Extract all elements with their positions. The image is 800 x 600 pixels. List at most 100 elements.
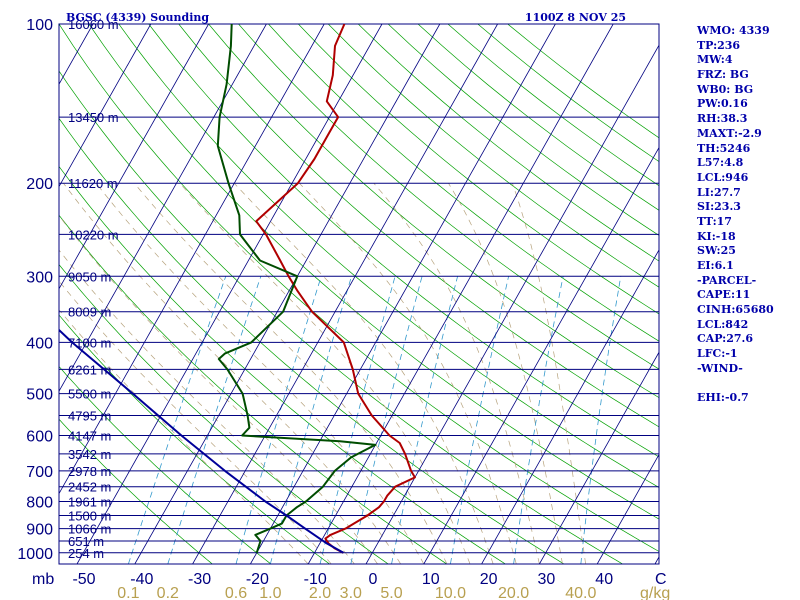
height-label: 1961 m [68, 495, 111, 510]
axis-label-layer: 0.1 0.2 0.6 1.0 2.0 3.0 5.0 10.0 20.0 40.01002003… [17, 17, 613, 600]
index-item: TP:236 [697, 38, 741, 52]
pressure-tick-label: 300 [26, 269, 53, 286]
height-label: 7100 m [68, 335, 111, 350]
moist-adiabat [299, 182, 517, 564]
isotherm [423, 146, 659, 564]
mixing-ratio-line [391, 276, 458, 564]
moist-adiabat [59, 280, 332, 564]
isotherm [539, 351, 659, 564]
index-item: -WIND- [697, 361, 743, 375]
isotherm [59, 24, 267, 393]
index-item: EI:6.1 [697, 259, 734, 272]
parcel-path-line [59, 328, 344, 554]
height-label: 13450 m [68, 110, 119, 125]
height-label: 1500 m [68, 509, 111, 524]
index-item: MW:4 [697, 53, 733, 67]
moist-adiabat [512, 183, 586, 564]
temperature-tick-label: 20 [480, 571, 498, 588]
isotherm [76, 24, 383, 564]
height-label: 6261 m [68, 362, 111, 377]
height-label: 11620 m [68, 176, 118, 191]
dry-adiabat [88, 24, 659, 520]
mixing-ratio-tick-label: 1.0 [259, 585, 281, 600]
temperature-tick-label: 30 [538, 571, 556, 588]
index-item: PW:0.16 [697, 97, 748, 111]
dry-adiabat [59, 365, 272, 564]
index-item: TT:17 [697, 214, 732, 228]
height-label: 2978 m [68, 464, 111, 479]
mixing-ratio-tick-label: 40.0 [565, 585, 596, 600]
dry-adiabat [59, 418, 213, 564]
moist-adiabat [233, 182, 494, 564]
height-label: 4147 m [68, 429, 111, 444]
index-item: LI:27.7 [697, 185, 741, 199]
pressure-tick-label: 900 [26, 522, 53, 539]
mixing-ratio-line [580, 276, 622, 564]
isotherm [59, 24, 152, 188]
mixing-ratio-tick-label: 0.1 [117, 585, 139, 600]
dry-adiabat [178, 24, 659, 428]
dry-adiabat [59, 24, 659, 552]
dry-adiabat [148, 24, 659, 458]
moist-adiabat [95, 182, 425, 564]
mixing-ratio-line [235, 276, 322, 564]
index-panel: WMO: 4339 TP:236 MW:4 FRZ: BG WB0: BG PW:0.16… [697, 24, 797, 406]
mixing-ratio-line [128, 276, 227, 564]
temperature-tick-label: 10 [422, 571, 440, 588]
height-label: 4795 m [68, 409, 111, 424]
moist-adiabat [59, 309, 309, 564]
index-item: TH:5246 [697, 141, 751, 155]
dry-adiabat [59, 165, 506, 564]
index-item: EHI:-0.7 [697, 391, 749, 405]
mixing-ratio-line [270, 276, 352, 564]
index-item: CAPE:11 [697, 288, 751, 302]
isotherm [250, 24, 556, 564]
index-item: -PARCEL- [697, 273, 757, 287]
index-item: CINH:65680 [697, 303, 774, 317]
isotherm [59, 24, 325, 495]
height-label-layer: 16060 m 13450 m 11620 m 10220 m 9050 m 8009 m… [68, 17, 119, 561]
pressure-tick-label: 500 [26, 387, 53, 404]
index-item: L57:4.8 [697, 156, 744, 170]
mixing-ratio-tick-label: 20.0 [498, 585, 529, 600]
mixing-ratio-line [350, 276, 423, 564]
mixing-ratio-tick-label: 0.2 [157, 585, 179, 600]
height-label: 8009 m [68, 305, 111, 320]
height-label: 5500 m [68, 387, 111, 402]
mixing-ratio-tick-label: 3.0 [340, 585, 362, 600]
valid-time: 1100Z 8 NOV 25 [525, 11, 626, 24]
temperature-tick-label: 0 [369, 571, 378, 588]
temperature-tick-label: -50 [72, 571, 95, 588]
profile-layer [59, 24, 416, 554]
height-label: 3542 m [68, 447, 111, 462]
mixing-ratio-tick-label: 2.0 [309, 585, 331, 600]
height-label: 1066 m [68, 522, 111, 537]
dry-adiabat [327, 24, 659, 288]
height-label: 10220 m [68, 227, 119, 242]
isotherm [481, 249, 659, 564]
isotherm [59, 24, 209, 290]
height-label: 2452 m [68, 480, 111, 495]
isobar-layer [58, 23, 660, 565]
index-item [697, 377, 797, 392]
dry-adiabat [298, 24, 659, 315]
dewpoint-line [216, 24, 377, 554]
temperature-line [255, 24, 416, 554]
moist-adiabat [448, 183, 563, 564]
height-label: 9050 m [68, 269, 111, 284]
index-item: SW:25 [697, 244, 736, 258]
temperature-tick-label: -20 [246, 571, 269, 588]
dry-adiabat [357, 24, 659, 262]
pressure-tick-label: 200 [26, 176, 53, 193]
index-item: LCL:842 [697, 317, 749, 331]
temperature-tick-label: 40 [595, 571, 613, 588]
isotherm [192, 24, 498, 564]
pressure-tick-label: 1000 [17, 546, 53, 563]
mixing-ratio-tick-label: 0.6 [225, 585, 247, 600]
index-item: SI:23.3 [697, 200, 741, 214]
index-item: LFC:-1 [697, 347, 738, 361]
dry-adiabat [208, 24, 659, 399]
dry-adiabat [118, 24, 659, 488]
dry-adiabat [59, 214, 447, 564]
